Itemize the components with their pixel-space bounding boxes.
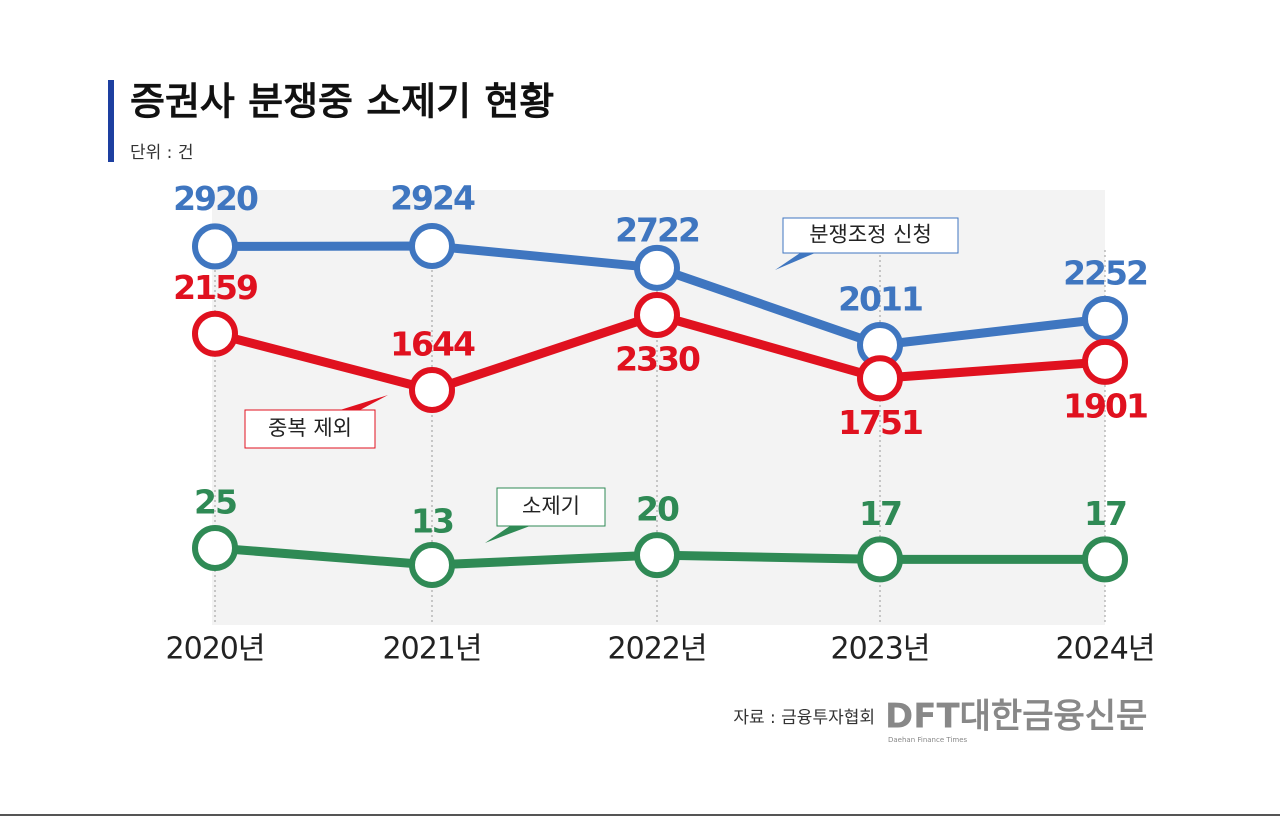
data-label: 2011 — [838, 280, 922, 319]
legend-tail — [485, 526, 530, 543]
chart-title: 증권사 분쟁중 소제기 현황 — [130, 80, 554, 124]
source: 자료 : 금융투자협회 — [733, 708, 875, 728]
x-tick-label: 2020년 — [166, 632, 265, 667]
title-bar — [108, 80, 114, 162]
legend-tail — [775, 253, 815, 270]
legend-label: 분쟁조정 신청 — [809, 223, 932, 247]
x-tick-label: 2021년 — [383, 632, 482, 667]
point — [634, 292, 680, 338]
point — [634, 244, 680, 291]
data-label: 2722 — [615, 210, 699, 249]
legend-label: 소제기 — [522, 494, 580, 518]
point — [409, 367, 455, 413]
data-label: 17 — [859, 494, 901, 533]
data-label: 2252 — [1063, 253, 1147, 292]
data-label: 2924 — [390, 179, 475, 218]
legend-box — [782, 217, 959, 254]
data-label: 13 — [411, 502, 453, 541]
legend-label: 중복 제외 — [268, 416, 352, 440]
data-label: 2920 — [173, 179, 258, 218]
data-label: 1751 — [838, 403, 922, 442]
legend-box — [496, 487, 606, 527]
data-label: 1644 — [390, 325, 475, 364]
data-label: 20 — [636, 490, 679, 529]
data-label: 17 — [1084, 494, 1126, 533]
logo-subtitle: Daehan Finance Times — [888, 736, 968, 744]
point — [192, 223, 238, 270]
point — [409, 223, 455, 269]
legend-tail — [340, 395, 388, 410]
point — [1082, 536, 1128, 583]
point — [192, 525, 238, 571]
point — [857, 355, 903, 402]
x-tick-label: 2023년 — [831, 632, 930, 667]
data-label: 2159 — [173, 268, 257, 307]
data-label: 25 — [194, 483, 236, 522]
data-label: 2330 — [615, 340, 700, 379]
point — [409, 542, 455, 588]
x-tick-label: 2022년 — [608, 632, 707, 667]
point — [1082, 295, 1128, 342]
chart-subtitle: 단위 : 건 — [130, 143, 193, 163]
logo: DFT대한금융신문 — [885, 697, 1147, 737]
legend-box — [244, 409, 376, 449]
point — [857, 536, 903, 583]
point — [192, 310, 238, 357]
data-label: 1901 — [1063, 386, 1147, 425]
point — [1082, 338, 1128, 385]
point — [634, 532, 680, 579]
x-tick-label: 2024년 — [1056, 632, 1155, 667]
